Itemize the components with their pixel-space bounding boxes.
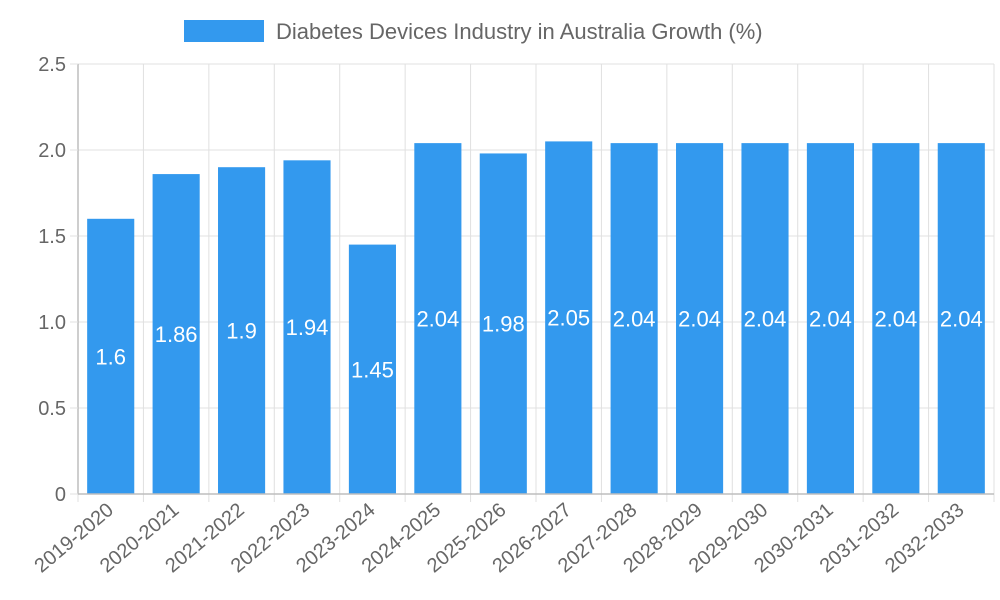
data-label: 1.6 bbox=[95, 344, 126, 369]
bar-2029-2030 bbox=[741, 143, 789, 494]
data-label: 2.04 bbox=[416, 307, 459, 332]
bar-2030-2031 bbox=[806, 143, 854, 494]
y-tick-label: 1.0 bbox=[38, 312, 66, 334]
bar-2019-2020 bbox=[87, 218, 135, 495]
bar-2027-2028 bbox=[610, 143, 658, 494]
data-label: 2.04 bbox=[613, 307, 656, 332]
bar-2021-2022 bbox=[218, 167, 266, 494]
grid bbox=[77, 63, 995, 502]
bar-2024-2025 bbox=[414, 143, 462, 494]
y-tick-label: 1.5 bbox=[38, 226, 66, 248]
bar-2023-2024 bbox=[348, 244, 396, 494]
data-label: 1.9 bbox=[226, 319, 257, 344]
data-label: 2.04 bbox=[874, 307, 917, 332]
y-axis-ticks: 0 0.5 1.0 1.5 2.0 2.5 bbox=[38, 54, 78, 506]
data-label: 1.98 bbox=[482, 312, 525, 337]
y-tick-label: 0 bbox=[55, 484, 66, 506]
x-axis-ticks: 2019-20202020-20212021-20222022-20232023… bbox=[31, 499, 969, 577]
bar-2022-2023 bbox=[283, 160, 331, 494]
data-label: 1.86 bbox=[155, 322, 198, 347]
data-labels: 1.6 1.86 1.9 1.94 1.45 2.04 1.98 2.05 2.04 2.04 2.… bbox=[95, 306, 982, 383]
legend: Diabetes Devices Industry in Australia G… bbox=[184, 19, 763, 44]
bar-2028-2029 bbox=[676, 143, 724, 494]
legend-swatch bbox=[184, 20, 264, 42]
axes bbox=[77, 64, 994, 495]
bar-2025-2026 bbox=[479, 153, 527, 494]
legend-label: Diabetes Devices Industry in Australia G… bbox=[276, 19, 763, 44]
y-tick-label: 2.0 bbox=[38, 140, 66, 162]
bar-2026-2027 bbox=[545, 141, 593, 494]
bar-2020-2021 bbox=[152, 174, 200, 494]
data-label: 2.04 bbox=[744, 307, 787, 332]
bars bbox=[87, 141, 985, 495]
bar-2032-2033 bbox=[937, 143, 985, 494]
data-label: 2.05 bbox=[547, 306, 590, 331]
data-label: 1.94 bbox=[286, 315, 329, 340]
data-label: 2.04 bbox=[809, 307, 852, 332]
bar-2031-2032 bbox=[872, 143, 920, 494]
data-label: 2.04 bbox=[678, 307, 721, 332]
data-label: 1.45 bbox=[351, 357, 394, 382]
y-tick-label: 2.5 bbox=[38, 54, 66, 76]
data-label: 2.04 bbox=[940, 307, 983, 332]
y-tick-label: 0.5 bbox=[38, 398, 66, 420]
